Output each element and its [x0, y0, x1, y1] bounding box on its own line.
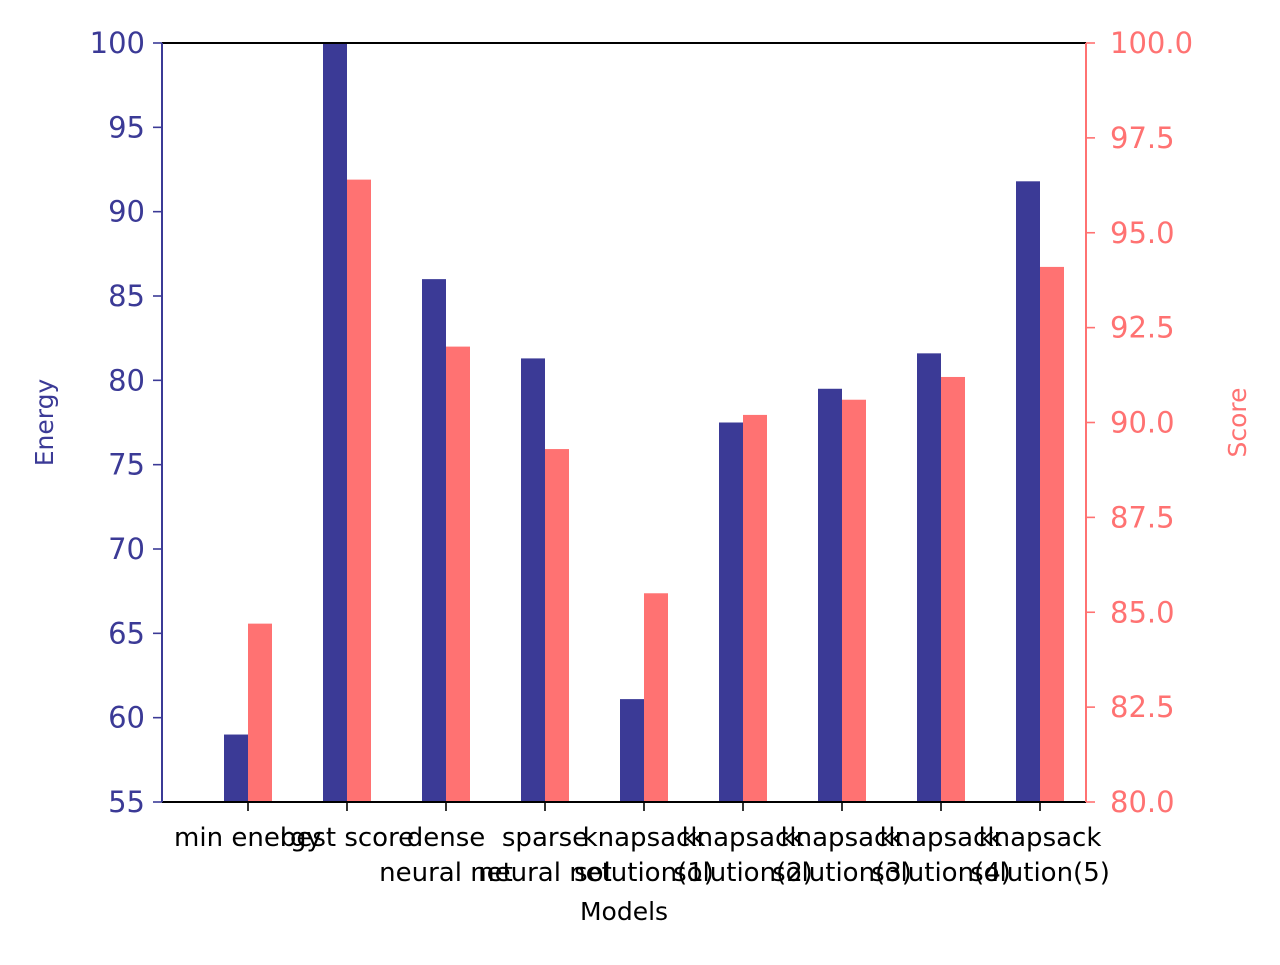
x-tick-label: knapsack — [583, 823, 706, 853]
right-tick-label: 90.0 — [1110, 406, 1175, 440]
x-tick-label: knapsack — [880, 823, 1003, 853]
x-tick-label: solution(1) — [574, 858, 714, 888]
right-tick-label: 87.5 — [1110, 500, 1175, 534]
score-bar — [842, 399, 866, 802]
x-tick-label: solution(3) — [772, 858, 912, 888]
x-tick-label: knapsack — [979, 823, 1102, 853]
x-tick-label: solution(4) — [871, 858, 1011, 888]
score-bar — [446, 346, 470, 802]
energy-bar — [521, 358, 545, 802]
x-tick-label: neural net — [478, 858, 612, 888]
energy-bar — [818, 388, 842, 802]
score-bar — [743, 414, 767, 802]
bars-layer — [224, 43, 1064, 803]
energy-bar — [719, 422, 743, 802]
score-bar — [545, 449, 569, 802]
right-tick-label: 95.0 — [1110, 216, 1175, 250]
left-tick-label: 75 — [108, 448, 145, 482]
right-tick-label: 82.5 — [1110, 690, 1175, 724]
score-bar — [347, 179, 371, 802]
x-tick-label: best score — [280, 823, 414, 853]
x-axis-title: Models — [580, 897, 668, 926]
right-tick-label: 100.0 — [1110, 26, 1193, 60]
left-tick-label: 100 — [90, 26, 145, 60]
score-bar — [644, 593, 668, 802]
left-tick-label: 65 — [108, 616, 145, 650]
energy-bar — [323, 43, 347, 802]
x-tick-label: solution(2) — [673, 858, 813, 888]
left-tick-label: 70 — [108, 532, 145, 566]
x-tick-label: knapsack — [781, 823, 904, 853]
left-tick-label: 80 — [108, 363, 145, 397]
left-tick-label: 90 — [108, 195, 145, 229]
left-tick-label: 60 — [108, 701, 145, 735]
score-bar — [941, 376, 965, 802]
score-bar — [248, 623, 272, 802]
x-tick-label: knapsack — [682, 823, 805, 853]
left-tick-label: 55 — [108, 785, 145, 819]
energy-bar — [422, 279, 446, 803]
right-y-axis-title: Score — [1223, 387, 1252, 457]
energy-bar — [620, 699, 644, 802]
energy-bar — [224, 734, 248, 802]
x-tick-label: min energy — [174, 823, 322, 853]
right-tick-label: 97.5 — [1110, 121, 1175, 155]
left-y-axis-title: Energy — [30, 379, 59, 467]
left-tick-label: 85 — [108, 279, 145, 313]
left-tick-label: 95 — [108, 110, 145, 144]
x-tick-label: sparse — [502, 823, 588, 853]
x-tick-label: dense — [407, 823, 486, 853]
score-bar — [1040, 266, 1064, 802]
energy-bar — [1016, 181, 1040, 803]
x-tick-label: neural net — [379, 858, 513, 888]
right-tick-label: 85.0 — [1110, 595, 1175, 629]
x-tick-label: solution(5) — [970, 858, 1110, 888]
right-tick-label: 80.0 — [1110, 785, 1175, 819]
right-tick-label: 92.5 — [1110, 311, 1175, 345]
energy-bar — [917, 353, 941, 802]
labels-layer: Models Energy Score — [30, 379, 1252, 926]
